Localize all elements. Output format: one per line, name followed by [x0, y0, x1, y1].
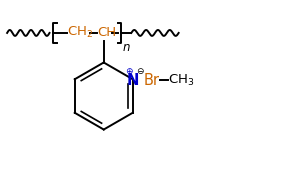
Text: Br: Br — [144, 73, 160, 88]
Text: ⊖: ⊖ — [136, 67, 143, 76]
Text: CH$_3$: CH$_3$ — [168, 73, 195, 88]
Text: n: n — [122, 41, 130, 54]
Text: ⊕: ⊕ — [125, 67, 133, 76]
Text: CH: CH — [97, 26, 116, 39]
Text: CH$_2$: CH$_2$ — [67, 25, 94, 41]
Text: N: N — [126, 73, 139, 88]
